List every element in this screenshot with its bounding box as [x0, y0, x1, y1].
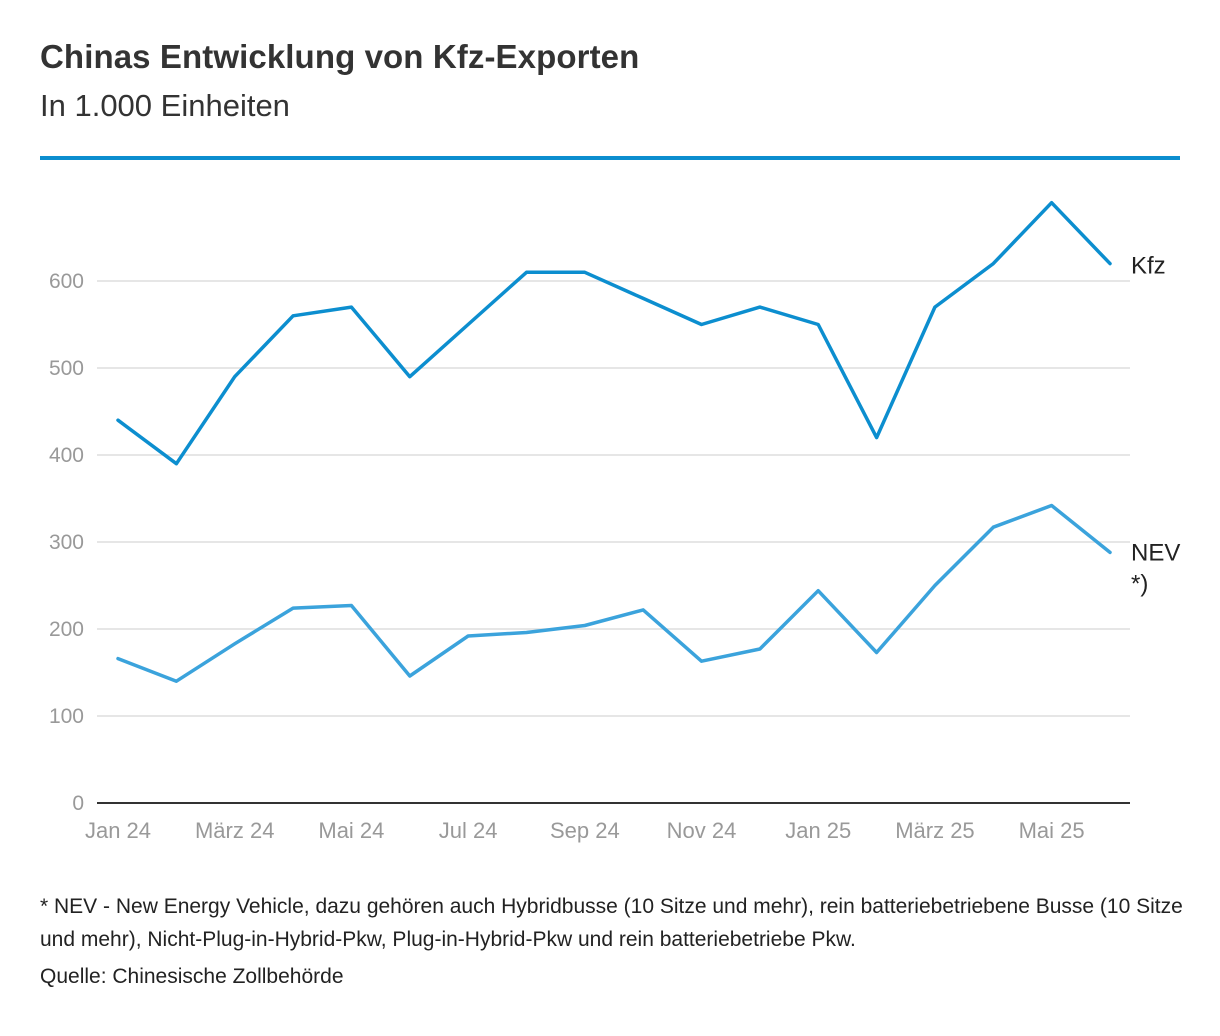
x-tick-label: Jan 25 [785, 818, 851, 843]
footnote: * NEV - New Energy Vehicle, dazu gehören… [40, 895, 1183, 951]
series-label: NEV [1131, 539, 1180, 566]
series-label: Kfz [1131, 253, 1166, 280]
x-tick-label: Mai 25 [1019, 818, 1085, 843]
x-axis-ticks: Jan 24 März 24 Mai 24 Jul 24 Sep 24 Nov 24 Jan… [85, 818, 1085, 843]
chart-subtitle: In 1.000 Einheiten [40, 88, 290, 123]
source-note: Quelle: Chinesische Zollbehörde [40, 965, 344, 988]
x-tick-label: März 24 [195, 818, 274, 843]
y-tick-label: 200 [49, 618, 84, 641]
x-tick-label: Jan 24 [85, 818, 151, 843]
series-line-nev [116, 503, 1112, 683]
series-labels: Kfz NEV *) [1131, 253, 1180, 598]
y-tick-label: 100 [49, 705, 84, 728]
x-tick-label: Sep 24 [550, 818, 620, 843]
gridlines [97, 280, 1130, 717]
series-label: *) [1131, 570, 1148, 597]
y-tick-label: 300 [49, 531, 84, 554]
y-tick-label: 400 [49, 444, 84, 467]
x-tick-label: Nov 24 [667, 818, 737, 843]
series-lines [116, 200, 1112, 683]
x-tick-label: März 25 [895, 818, 974, 843]
header-rule [40, 156, 1180, 160]
y-tick-label: 0 [72, 792, 84, 815]
y-axis-ticks: 0 100 200 300 400 500 600 [49, 270, 84, 815]
x-tick-label: Jul 24 [439, 818, 498, 843]
series-line-kfz [116, 200, 1112, 466]
y-tick-label: 500 [49, 357, 84, 380]
x-tick-label: Mai 24 [318, 818, 384, 843]
y-tick-label: 600 [49, 270, 84, 293]
chart-title: Chinas Entwicklung von Kfz-Exporten [40, 38, 640, 75]
